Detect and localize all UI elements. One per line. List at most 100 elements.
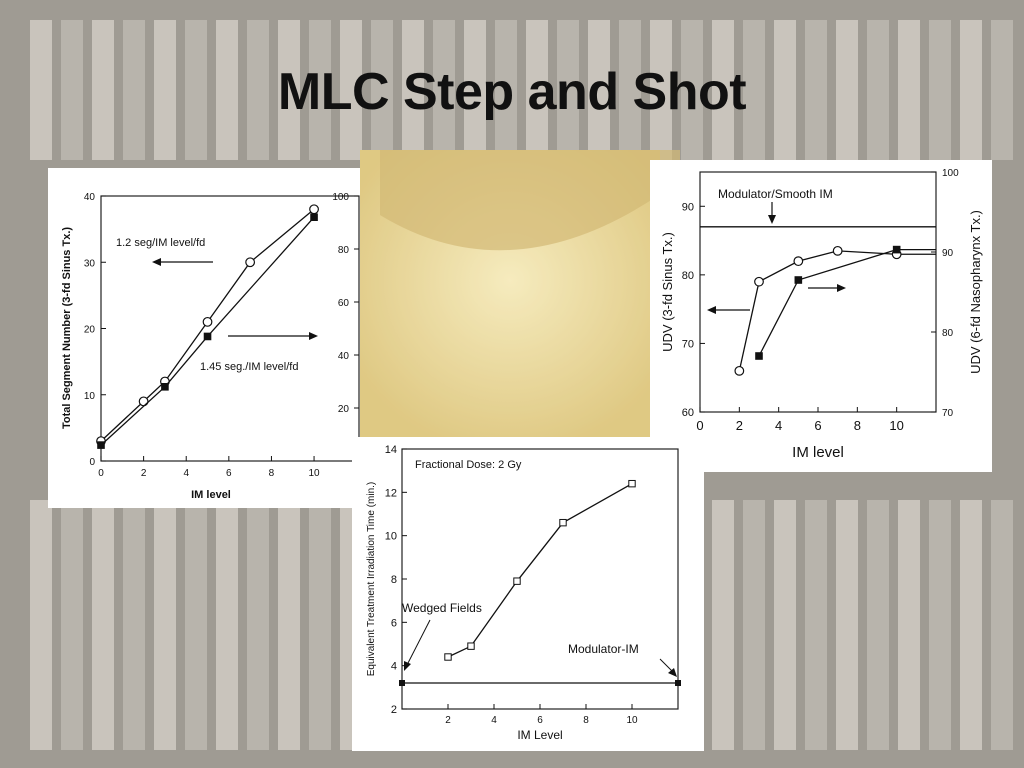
- mlc-leaf: [402, 20, 424, 160]
- mlc-leaf: [898, 20, 920, 160]
- mlc-leaf: [588, 20, 610, 160]
- udv-ticks: 0 2 4 6 8 10 60 70 80 90 70 80 90 100: [682, 168, 959, 433]
- mlc-leaf: [123, 500, 145, 750]
- y-tick-label: 30: [84, 258, 96, 269]
- segments-series: [96, 204, 319, 449]
- data-point: [138, 396, 149, 407]
- data-point: [513, 577, 521, 585]
- wedged-fields-point: [399, 680, 405, 686]
- mlc-leaf: [433, 20, 455, 160]
- y2-tick-label: 90: [942, 248, 954, 259]
- x-tick-label: 10: [308, 468, 320, 479]
- treatment-time-series: [399, 479, 681, 686]
- annotation-left-rate: 1.2 seg/IM level/fd: [116, 237, 205, 249]
- mlc-leaf: [185, 20, 207, 160]
- mlc-leaf: [309, 500, 331, 750]
- mlc-leaf: [309, 20, 331, 160]
- x-tick-label: 4: [183, 468, 189, 479]
- mlc-leaf: [681, 20, 703, 160]
- x-tick-label: 8: [583, 715, 589, 726]
- series-line: [100, 216, 315, 446]
- x-axis-label: IM Level: [517, 728, 562, 742]
- data-point: [793, 256, 804, 267]
- y-tick-label: 70: [682, 338, 694, 350]
- y2-tick-label: 70: [942, 408, 954, 419]
- y-tick-label: 20: [84, 325, 96, 336]
- y-axis-label: UDV (3-fd Sinus Tx.): [660, 232, 675, 352]
- data-point: [754, 276, 764, 287]
- treatment-time-chart-panel: 2 4 6 8 10 2 4 6 8 10 12 14 Fractional Dose: 2 Gy W…: [352, 437, 704, 751]
- annotation-right-rate: 1.45 seg./IM level/fd: [200, 361, 298, 373]
- mlc-leaf: [867, 500, 889, 750]
- x-tick-label: 2: [736, 418, 743, 433]
- x-tick-label: 0: [696, 418, 703, 433]
- mlc-leaf: [650, 20, 672, 160]
- x-tick-label: 0: [98, 468, 104, 479]
- mlc-leaf: [371, 20, 393, 160]
- mlc-leaf: [216, 500, 238, 750]
- mlc-leaf: [805, 500, 827, 750]
- mlc-leaf: [836, 20, 858, 160]
- arrowhead-icon: [668, 668, 677, 677]
- mlc-leaf: [557, 20, 579, 160]
- y2-tick-label: 20: [338, 404, 350, 415]
- mlc-leaf: [712, 500, 734, 750]
- treatment-time-chart: 2 4 6 8 10 2 4 6 8 10 12 14 Fractional Dose: 2 Gy W…: [366, 444, 681, 742]
- mlc-leaf: [154, 500, 176, 750]
- x-tick-label: 6: [226, 468, 232, 479]
- data-point: [832, 245, 843, 256]
- mlc-leaf: [619, 20, 641, 160]
- reference-label: Modulator/Smooth IM: [718, 187, 833, 201]
- arrowhead-right-icon: [837, 284, 846, 292]
- x-axis-label: IM level: [792, 444, 844, 461]
- mlc-leaf: [712, 20, 734, 160]
- mlc-leaf: [185, 500, 207, 750]
- y2-tick-label: 60: [338, 298, 350, 309]
- arrowhead-down-icon: [768, 215, 776, 224]
- mlc-leaf: [123, 20, 145, 160]
- x-tick-label: 8: [269, 468, 275, 479]
- y2-tick-label: 80: [338, 245, 350, 256]
- x-tick-label: 4: [775, 418, 782, 433]
- y-tick-label: 80: [682, 270, 694, 282]
- mlc-leaf: [340, 20, 362, 160]
- x-axis-label: IM level: [191, 489, 231, 501]
- mlc-leaf: [743, 500, 765, 750]
- mlc-leaf: [805, 20, 827, 160]
- y-tick-label: 60: [682, 407, 694, 419]
- data-point: [892, 245, 901, 254]
- y-tick-label: 10: [84, 391, 96, 402]
- data-point: [467, 642, 475, 650]
- arrowhead-icon: [404, 661, 411, 671]
- mlc-leaf: [898, 500, 920, 750]
- y2-axis-label: UDV (6-fd Nasopharynx Tx.): [968, 210, 983, 374]
- mlc-leaf: [92, 20, 114, 160]
- y-tick-label: 8: [391, 574, 397, 586]
- data-point: [794, 276, 803, 284]
- mlc-leaf: [774, 20, 796, 160]
- arrowhead-left-icon: [152, 258, 161, 266]
- arrowhead-left-icon: [707, 306, 716, 314]
- mlc-leaf: [92, 500, 114, 750]
- y2-tick-label: 100: [942, 168, 959, 179]
- mlc-leaf: [526, 20, 548, 160]
- mlc-leaf: [960, 500, 982, 750]
- plot-frame: [100, 195, 360, 462]
- y2-tick-label: 100: [332, 192, 349, 203]
- y-tick-label: 10: [385, 531, 397, 543]
- y-axis-label: Equivalent Treatment Irradiation Time (m…: [366, 482, 377, 677]
- mlc-leaf: [774, 500, 796, 750]
- x-tick-label: 10: [626, 715, 638, 726]
- mlc-leaf: [216, 20, 238, 160]
- mlc-leaf: [30, 20, 52, 160]
- y-tick-label: 4: [391, 661, 397, 673]
- mlc-leaf: [278, 20, 300, 160]
- segments-chart-panel: 0 2 4 6 8 10 0 10 20 30 40 20 40 60 80 100 IM level Tot…: [48, 168, 360, 508]
- mlc-leaf: [929, 500, 951, 750]
- series-line: [447, 483, 633, 658]
- y-tick-label: 40: [84, 192, 96, 203]
- mlc-leaf: [154, 20, 176, 160]
- x-tick-label: 6: [814, 418, 821, 433]
- mlc-leaf: [867, 20, 889, 160]
